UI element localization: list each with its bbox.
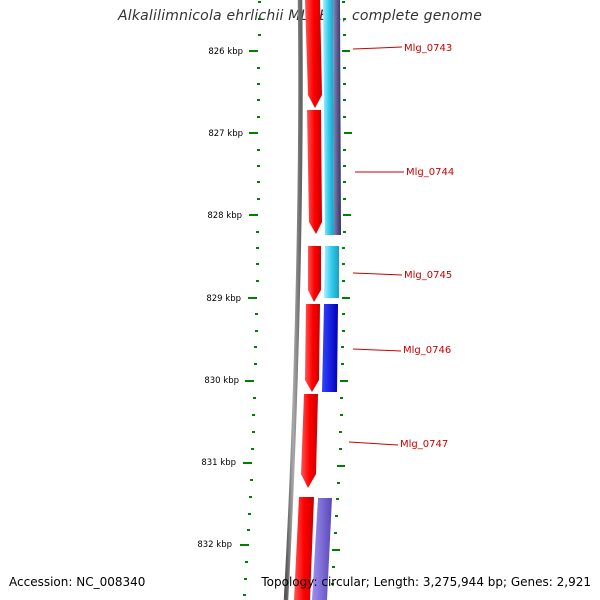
outer-ticks: [331, 1, 352, 585]
topology-summary-text: Topology: circular; Length: 3,275,944 bp…: [261, 575, 591, 589]
gene-feature-reverse-purple: [312, 498, 332, 600]
genome-backbone: [283, 0, 303, 600]
scale-label-831: 831 kbp: [201, 458, 236, 468]
scale-label-830: 830 kbp: [204, 376, 239, 386]
scale-label-826: 826 kbp: [208, 47, 243, 57]
gene-feature-reverse-blue: [322, 304, 338, 392]
gene-feature-mlg-0746: [305, 304, 320, 392]
gene-label-mlg-0745[interactable]: Mlg_0745: [404, 270, 452, 281]
leader-line-mlg-0747: [348, 441, 399, 446]
gene-feature-reverse-cyan-1: [323, 0, 334, 235]
gene-feature-reverse-cyan-2: [324, 246, 339, 298]
gene-label-mlg-0744[interactable]: Mlg_0744: [406, 167, 454, 178]
scale-labels: 826 kbp 827 kbp 828 kbp 829 kbp 830 kbp …: [197, 47, 243, 550]
gene-labels[interactable]: Mlg_0743 Mlg_0744 Mlg_0745 Mlg_0746 Mlg_…: [348, 43, 454, 450]
scale-label-832: 832 kbp: [197, 540, 232, 550]
scale-label-828: 828 kbp: [207, 211, 242, 221]
gene-feature-mlg-0745: [308, 246, 321, 302]
inner-ticks: [240, 1, 261, 596]
scale-label-829: 829 kbp: [206, 294, 241, 304]
gene-feature-next: [294, 497, 314, 600]
gene-feature-reverse-dark-1: [333, 0, 341, 235]
leader-line-mlg-0746: [352, 348, 402, 352]
gene-label-mlg-0747[interactable]: Mlg_0747: [400, 439, 448, 450]
leader-line-mlg-0743: [352, 46, 403, 50]
gene-feature-mlg-0743: [305, 0, 322, 108]
accession-text: Accession: NC_008340: [9, 575, 146, 589]
gene-feature-mlg-0744: [307, 110, 322, 234]
gene-feature-mlg-0747: [301, 394, 318, 488]
forward-strand-features: [294, 0, 322, 600]
gene-label-mlg-0743[interactable]: Mlg_0743: [404, 43, 452, 54]
reverse-strand-features: [312, 0, 341, 600]
scale-label-827: 827 kbp: [208, 129, 243, 139]
leader-line-mlg-0745: [352, 272, 403, 276]
gene-label-mlg-0746[interactable]: Mlg_0746: [403, 345, 451, 356]
